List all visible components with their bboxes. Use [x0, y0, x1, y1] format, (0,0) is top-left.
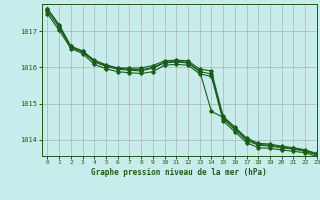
X-axis label: Graphe pression niveau de la mer (hPa): Graphe pression niveau de la mer (hPa) — [91, 168, 267, 177]
